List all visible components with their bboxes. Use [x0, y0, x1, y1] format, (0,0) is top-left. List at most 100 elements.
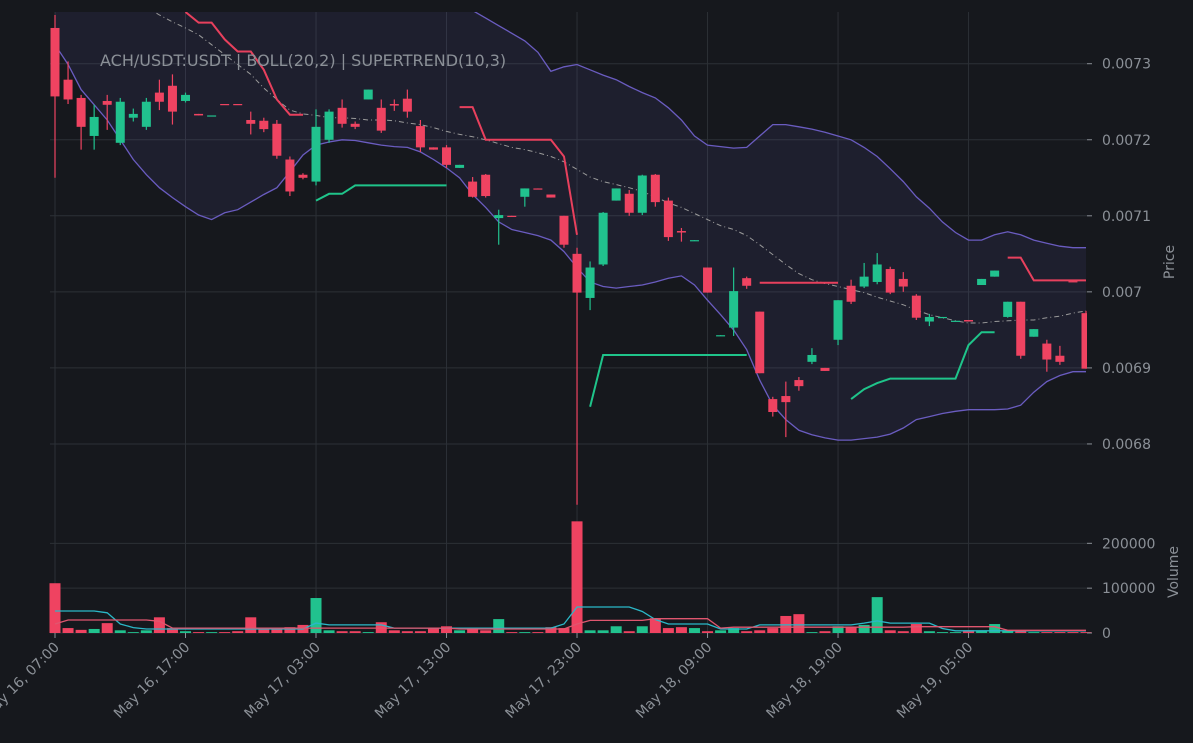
- volume-bar: [793, 614, 805, 633]
- candle-body: [559, 215, 569, 245]
- volume-bar: [49, 583, 61, 633]
- volume-bar: [414, 631, 426, 633]
- volume-bar: [715, 630, 727, 633]
- candle-body: [937, 316, 947, 319]
- band-upper: [473, 12, 1086, 249]
- volume-bar: [858, 624, 870, 633]
- candle-body: [494, 215, 504, 219]
- candle-body: [611, 188, 621, 201]
- volume-bar: [232, 631, 244, 633]
- volume-bar: [949, 632, 961, 633]
- volume-bar: [989, 624, 1001, 633]
- volume-bar: [884, 630, 896, 633]
- candle-body: [115, 101, 125, 143]
- volume-bar: [649, 618, 661, 633]
- candle-body: [1003, 301, 1013, 317]
- candle-body: [781, 396, 791, 403]
- chart-title: ACH/USDT:USDT | BOLL(20,2) | SUPERTREND(…: [100, 51, 506, 70]
- volume-bar: [310, 598, 322, 633]
- x-tick-label: May 19, 05:00: [894, 640, 976, 722]
- volume-bar: [1054, 632, 1066, 633]
- candle-body: [246, 119, 256, 124]
- candle-body: [1016, 301, 1026, 356]
- y-axis-label: Price: [1162, 245, 1178, 279]
- volume-bar: [506, 632, 518, 633]
- volume-bar: [767, 628, 779, 633]
- volume-bar: [871, 597, 883, 633]
- candle-body: [807, 354, 817, 362]
- x-tick-label: May 17, 23:00: [502, 640, 584, 722]
- candle-body: [572, 253, 582, 293]
- candle-body: [689, 240, 699, 242]
- candle-body: [833, 300, 843, 340]
- price-panel: [50, 12, 1087, 505]
- volume-bar: [623, 631, 635, 633]
- volume-bar: [558, 628, 570, 633]
- candle-body: [1029, 329, 1039, 337]
- volume-bar: [88, 628, 100, 633]
- candle-body: [285, 159, 295, 192]
- y-tick-label: 200000: [1102, 536, 1155, 552]
- volume-bar: [1080, 632, 1092, 633]
- candle-body: [1055, 355, 1065, 362]
- volume-bar: [336, 631, 348, 633]
- candle-body: [76, 97, 86, 127]
- volume-bar: [206, 632, 218, 633]
- volume-bar: [897, 631, 909, 633]
- volume-bar: [140, 630, 152, 633]
- candle-body: [363, 89, 373, 100]
- candle-body: [455, 164, 465, 168]
- volume-bar: [1015, 631, 1027, 633]
- candle-body: [1068, 281, 1078, 283]
- y-tick-label: 0: [1102, 626, 1111, 642]
- volume-bar: [936, 632, 948, 633]
- candle-body: [637, 175, 647, 213]
- candle-body: [63, 79, 73, 100]
- y-tick-label: 0.0071: [1102, 209, 1151, 225]
- candle-body: [167, 85, 177, 112]
- candle-body: [507, 215, 517, 218]
- candle-body: [585, 267, 595, 298]
- candle-body: [402, 98, 412, 112]
- candle-body: [820, 367, 830, 371]
- candle-body: [102, 100, 112, 105]
- x-tick-label: May 17, 13:00: [372, 640, 454, 722]
- volume-average: [54, 618, 1086, 631]
- volume-bar: [153, 617, 165, 633]
- volume-bar: [401, 631, 413, 633]
- volume-bar: [806, 632, 818, 633]
- candle-body: [389, 104, 399, 106]
- volume-bar: [545, 627, 557, 633]
- candle-body: [650, 174, 660, 203]
- candle-body: [89, 116, 99, 136]
- candle-body: [911, 295, 921, 318]
- candle-body: [520, 188, 530, 197]
- volume-bar: [441, 626, 453, 633]
- candle-body: [898, 278, 908, 287]
- volume-bar: [819, 631, 831, 633]
- candle-body: [1081, 313, 1087, 369]
- y-tick-label: 0.0072: [1102, 133, 1151, 149]
- candle-body: [428, 147, 438, 150]
- x-tick-label: May 18, 09:00: [633, 640, 715, 722]
- volume-bar: [62, 628, 74, 633]
- candle-body: [950, 320, 960, 322]
- candle-body: [376, 107, 386, 131]
- candle-body: [259, 120, 269, 130]
- volume-bar: [597, 630, 609, 633]
- volume-bar: [741, 631, 753, 633]
- candle-body: [468, 181, 478, 197]
- candle-body: [533, 188, 543, 190]
- candle-body: [481, 174, 491, 197]
- supertrend-down: [184, 12, 1086, 284]
- candle-body: [872, 264, 882, 282]
- volume-bar: [1041, 632, 1053, 633]
- candle-body: [755, 311, 765, 374]
- candle-body: [141, 101, 151, 127]
- candle-body: [990, 270, 1000, 277]
- y-tick-label: 0.0069: [1102, 361, 1151, 377]
- candle-body: [598, 212, 608, 265]
- y-tick-label: 100000: [1102, 581, 1155, 597]
- candle-body: [768, 399, 778, 413]
